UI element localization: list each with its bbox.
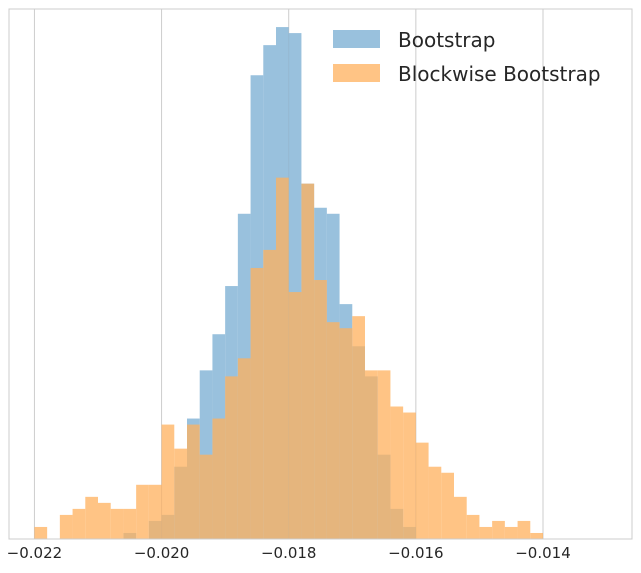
- x-axis: −0.022 −0.020 −0.018 −0.016 −0.014: [7, 544, 571, 562]
- histogram-bar: [123, 508, 137, 539]
- histogram-bar: [504, 526, 518, 539]
- histogram-bar: [352, 316, 365, 539]
- histogram-bar: [403, 412, 416, 539]
- histogram-bar: [288, 292, 302, 539]
- histogram-bar: [72, 508, 86, 539]
- histogram-bar: [237, 358, 251, 539]
- histogram-bar: [212, 418, 226, 539]
- histogram-bar: [530, 532, 543, 539]
- x-tick-label: −0.022: [7, 544, 63, 562]
- histogram-bar: [161, 424, 175, 539]
- histogram-bar: [263, 249, 276, 539]
- histogram-bar: [339, 328, 353, 539]
- histogram-bar: [136, 484, 149, 539]
- histogram-bar: [59, 514, 73, 539]
- histogram-bar: [174, 448, 187, 539]
- x-tick-label: −0.016: [388, 544, 444, 562]
- histogram-bar: [479, 526, 493, 539]
- histogram-bar: [390, 406, 404, 539]
- x-tick-label: −0.014: [515, 544, 571, 562]
- histogram-bar: [466, 514, 480, 539]
- histogram-bar: [428, 466, 442, 539]
- x-tick-label: −0.018: [261, 544, 317, 562]
- histogram-bar: [377, 370, 391, 539]
- histogram-bar: [301, 183, 315, 539]
- histogram-bar: [34, 526, 48, 539]
- legend-swatch: [333, 64, 380, 82]
- plot-frame: [8, 8, 633, 540]
- histogram-bar: [250, 267, 264, 539]
- histogram-bar: [276, 177, 289, 540]
- x-tick-label: −0.020: [134, 544, 190, 562]
- legend-label: Bootstrap: [398, 28, 495, 52]
- histogram-bar: [110, 508, 124, 539]
- histogram-bar: [415, 442, 429, 539]
- histogram-bar: [187, 424, 200, 539]
- histogram-bar: [365, 370, 378, 539]
- histogram-bar: [225, 376, 238, 539]
- legend-swatch: [333, 30, 380, 48]
- histogram-bar: [454, 496, 467, 539]
- histogram-bar: [441, 472, 454, 539]
- histogram-bar: [148, 484, 162, 539]
- histogram-bars: [34, 27, 543, 540]
- series-1-bars: [34, 177, 543, 540]
- histogram-bar: [314, 280, 327, 539]
- legend-label: Blockwise Bootstrap: [398, 62, 601, 86]
- histogram-bar: [199, 454, 213, 539]
- legend: Bootstrap Blockwise Bootstrap: [333, 28, 601, 86]
- histogram-bar: [517, 520, 531, 539]
- histogram-bar: [85, 496, 98, 539]
- histogram-bar: [492, 520, 505, 539]
- histogram-bar: [98, 502, 111, 539]
- histogram-bar: [326, 322, 340, 539]
